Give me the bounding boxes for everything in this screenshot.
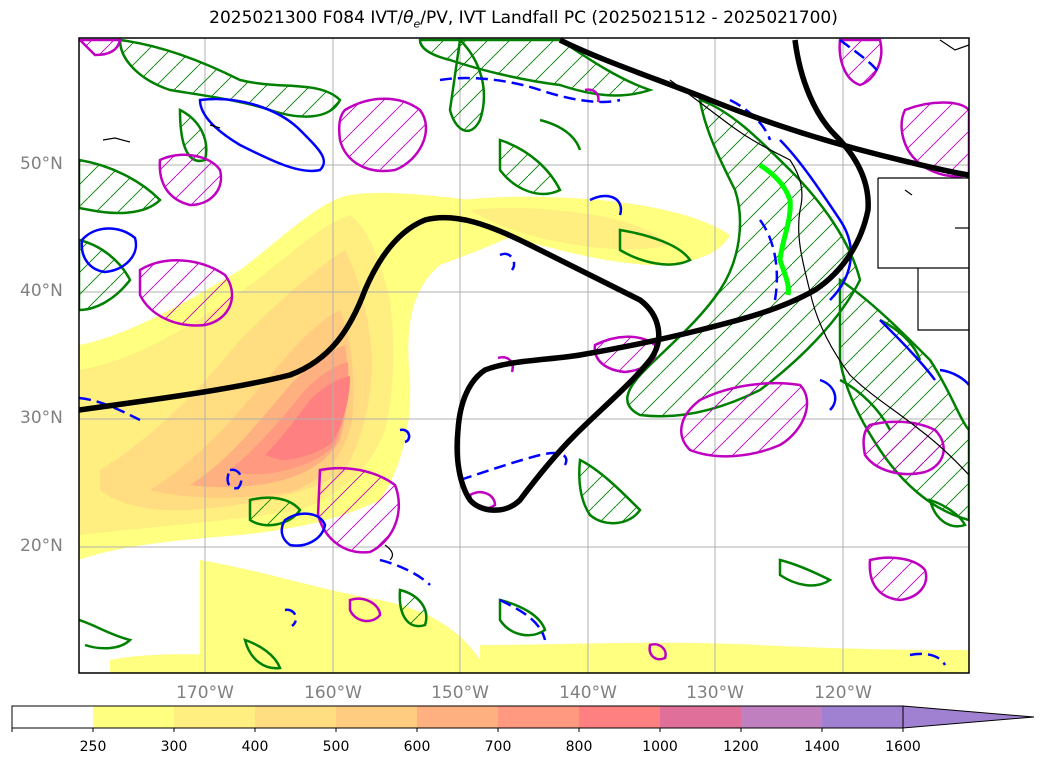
lat-label-20n: 20°N xyxy=(20,536,63,556)
colorbar-segment xyxy=(12,706,93,728)
pv-magenta-contours xyxy=(348,88,667,661)
lat-label-50n: 50°N xyxy=(20,154,63,174)
colorbar-segment xyxy=(579,706,660,728)
colorbar-tick: 250 xyxy=(79,739,107,755)
coastline xyxy=(102,39,969,561)
colorbar-segment xyxy=(255,706,336,728)
pv-hatched-regions xyxy=(79,38,969,628)
lon-label-130w: 130°W xyxy=(686,683,744,703)
theta-e-dashed-contours xyxy=(79,38,947,666)
colorbar-segment xyxy=(660,706,741,728)
lon-label-170w: 170°W xyxy=(176,683,234,703)
colorbar-segment xyxy=(498,706,579,728)
colorbar-segment xyxy=(822,706,903,728)
lon-label-150w: 150°W xyxy=(431,683,489,703)
colorbar-tick: 700 xyxy=(484,739,512,755)
ivt-shading xyxy=(79,192,969,673)
pv-magenta-regions xyxy=(79,38,969,602)
colorbar-segment xyxy=(336,706,417,728)
colorbar-tick: 600 xyxy=(403,739,431,755)
colorbar-frame xyxy=(11,705,904,729)
colorbar-tick: 800 xyxy=(565,739,593,755)
map-title: 2025021300 F084 IVT/θe/PV, IVT Landfall … xyxy=(209,8,838,31)
lon-label-120w: 120°W xyxy=(814,683,872,703)
lat-label-40n: 40°N xyxy=(20,281,63,301)
pc-contour xyxy=(79,38,969,513)
map-frame xyxy=(78,37,970,674)
colorbar-tick: 500 xyxy=(322,739,350,755)
colorbar-tick: 1400 xyxy=(804,739,840,755)
theta-e-contours xyxy=(80,97,969,547)
lon-label-140w: 140°W xyxy=(559,683,617,703)
colorbar-tick: 1000 xyxy=(642,739,678,755)
colorbar-tick: 1200 xyxy=(723,739,759,755)
lon-label-160w: 160°W xyxy=(304,683,362,703)
colorbar-tick: 400 xyxy=(241,739,269,755)
colorbar-segment xyxy=(741,706,822,728)
landfall-line xyxy=(758,162,793,296)
colorbar-tick: 300 xyxy=(160,739,188,755)
ivt-colorbar xyxy=(11,705,1035,732)
colorbar-tick: 1600 xyxy=(885,739,921,755)
colorbar-extend-arrow xyxy=(902,705,1035,729)
colorbar-segment xyxy=(93,706,174,728)
lat-label-30n: 30°N xyxy=(20,408,63,428)
colorbar-segment xyxy=(174,706,255,728)
colorbar-segment xyxy=(417,706,498,728)
